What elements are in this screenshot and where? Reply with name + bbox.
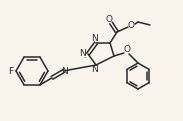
Text: O: O — [128, 20, 135, 30]
Text: ··: ·· — [83, 55, 87, 60]
Text: N: N — [80, 49, 86, 57]
Text: O: O — [106, 15, 113, 23]
Text: N: N — [92, 65, 98, 74]
Text: F: F — [8, 67, 13, 76]
Text: O: O — [123, 45, 130, 54]
Text: N: N — [62, 67, 68, 76]
Text: N: N — [92, 34, 98, 43]
